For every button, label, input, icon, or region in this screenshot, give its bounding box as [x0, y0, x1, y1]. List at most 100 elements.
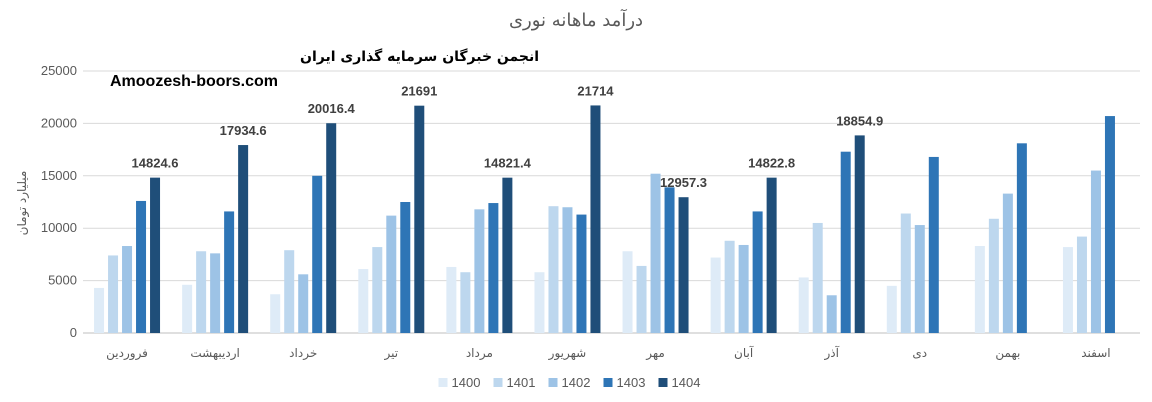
legend-swatch-1400 — [438, 378, 448, 387]
legend-label-1402: 1402 — [562, 375, 591, 390]
chart-title: درآمد ماهانه نوری — [509, 8, 643, 31]
y-tick-label: 15000 — [41, 168, 77, 183]
bar-1403 — [664, 187, 675, 333]
bar-1404 — [502, 177, 513, 333]
bar-1403 — [488, 203, 499, 333]
bar-1402 — [386, 215, 397, 333]
y-tick-label: 20000 — [41, 115, 77, 130]
bar-1400 — [1062, 247, 1073, 333]
x-category-label: آبان — [734, 345, 754, 360]
bar-1401 — [548, 206, 559, 333]
x-category-label: دی — [912, 346, 927, 360]
x-category-label: شهریور — [548, 346, 587, 361]
bars — [94, 105, 1115, 334]
y-axis-ticks: 0 5000 10000 15000 20000 25000 — [41, 63, 77, 340]
bar-1400 — [798, 277, 809, 333]
bar-1403 — [840, 151, 851, 333]
x-category-label: فروردین — [106, 346, 148, 361]
bar-1402 — [914, 225, 925, 333]
x-category-label: مرداد — [466, 346, 493, 361]
bar-1402 — [210, 253, 221, 333]
bar-1403 — [312, 175, 323, 333]
data-labels: 14824.6 17934.6 20016.4 21691 14821.4 21714 12… — [132, 83, 884, 190]
bar-1402 — [650, 173, 661, 333]
bar-1404 — [854, 135, 865, 333]
x-category-label: اردیبهشت — [190, 346, 239, 361]
y-tick-label: 0 — [70, 325, 77, 340]
data-label: 20016.4 — [308, 101, 356, 116]
bar-1401 — [372, 247, 383, 333]
bar-1404 — [238, 145, 249, 333]
bar-1404 — [414, 105, 425, 334]
bar-1401 — [460, 272, 471, 333]
bar-1402 — [474, 209, 485, 333]
y-tick-label: 5000 — [48, 273, 77, 288]
bar-1400 — [358, 269, 369, 333]
bar-1402 — [738, 244, 749, 333]
bar-1404 — [326, 123, 337, 334]
bar-1403 — [1104, 116, 1115, 334]
bar-1402 — [1090, 170, 1101, 333]
bar-1402 — [122, 246, 133, 333]
data-label: 14821.4 — [484, 156, 532, 171]
bar-1401 — [724, 240, 735, 333]
legend-label-1403: 1403 — [617, 375, 646, 390]
bar-1404 — [766, 177, 777, 333]
gridlines — [83, 70, 1140, 334]
x-category-label: مهر — [645, 346, 665, 361]
bar-1404 — [150, 177, 161, 333]
data-label: 21714 — [577, 83, 614, 98]
bar-1402 — [826, 295, 837, 333]
bar-1400 — [622, 251, 633, 333]
legend: 1400 1401 1402 1403 1404 — [438, 375, 701, 390]
data-label: 17934.6 — [220, 123, 267, 138]
data-label: 14824.6 — [132, 156, 179, 171]
x-category-label: خرداد — [289, 346, 317, 361]
bar-1401 — [636, 265, 647, 333]
watermark-website: Amoozesh-boors.com — [110, 73, 278, 90]
bar-1401 — [900, 213, 911, 333]
y-tick-label: 10000 — [41, 220, 77, 235]
bar-1402 — [562, 207, 573, 333]
bar-1400 — [534, 272, 545, 333]
bar-1403 — [576, 214, 587, 333]
bar-1404 — [590, 105, 601, 333]
legend-label-1404: 1404 — [672, 375, 701, 390]
bar-1400 — [886, 285, 897, 333]
bar-1401 — [1076, 236, 1087, 333]
bar-1400 — [446, 266, 457, 333]
legend-label-1400: 1400 — [452, 375, 481, 390]
bar-1403 — [224, 211, 235, 333]
legend-label-1401: 1401 — [507, 375, 536, 390]
bar-1400 — [270, 294, 281, 333]
legend-swatch-1403 — [603, 378, 613, 387]
watermark-org-name: انجمن خبرگان سرمایه گذاری ایران — [300, 48, 539, 65]
legend-swatch-1401 — [493, 378, 503, 387]
data-label: 12957.3 — [660, 175, 707, 190]
data-label: 14822.8 — [748, 156, 795, 171]
x-axis-categories: فروردین اردیبهشت خرداد تیر مرداد شهریور مهر آبا… — [106, 345, 1110, 361]
bar-1404 — [678, 197, 689, 333]
x-category-label: بهمن — [995, 346, 1020, 361]
x-category-label: اسفند — [1081, 346, 1110, 360]
bar-1401 — [988, 218, 999, 333]
legend-swatch-1402 — [548, 378, 558, 387]
bar-1400 — [94, 287, 105, 333]
bar-1401 — [108, 255, 119, 333]
bar-1400 — [710, 257, 721, 333]
y-tick-label: 25000 — [41, 63, 77, 78]
y-axis-label: میلیارد تومان — [15, 171, 30, 236]
bar-1400 — [182, 284, 193, 333]
legend-swatch-1404 — [658, 378, 668, 387]
bar-1402 — [298, 274, 309, 333]
x-category-label: آذر — [823, 345, 839, 361]
bar-1403 — [1016, 143, 1027, 333]
bar-1403 — [928, 156, 939, 333]
bar-1403 — [400, 202, 411, 333]
data-label: 18854.9 — [836, 113, 883, 128]
bar-1400 — [974, 246, 985, 333]
bar-1403 — [136, 200, 147, 333]
bar-1401 — [812, 222, 823, 333]
x-category-label: تیر — [383, 346, 398, 361]
